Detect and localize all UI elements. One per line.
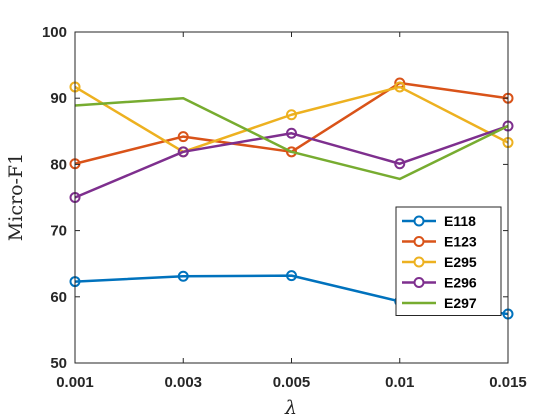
legend-item-e296: E296 — [402, 275, 477, 291]
x-tick-label: 0.015 — [489, 374, 527, 391]
y-axis-title: Micro-F1 — [5, 153, 27, 241]
data-point-e296 — [177, 146, 189, 158]
legend-label: E123 — [444, 234, 477, 250]
legend-label: E296 — [444, 275, 477, 291]
y-tick-label: 70 — [50, 223, 67, 240]
legend-item-e295: E295 — [402, 254, 477, 270]
legend-marker — [413, 256, 425, 268]
series-line-e297 — [74, 96, 509, 181]
data-point-e295 — [286, 109, 297, 121]
x-tick-label: 0.001 — [56, 374, 94, 391]
data-point-e296 — [394, 158, 406, 170]
y-tick-label: 60 — [50, 289, 67, 306]
legend-item-e123: E123 — [402, 234, 477, 250]
series-line-e295 — [74, 85, 509, 154]
y-tick-label: 80 — [50, 156, 67, 173]
data-point-e296 — [286, 127, 297, 139]
legend-item-e297: E297 — [402, 295, 477, 311]
legend-label: E297 — [444, 295, 477, 311]
legend-marker — [413, 277, 425, 288]
axis-layer: 50 60 70 80 90 100 0.001 0.003 0.005 0.01 0.015 — [42, 24, 527, 391]
y-tick-label: 90 — [50, 90, 67, 107]
y-tick-label: 50 — [50, 355, 67, 372]
data-point-e118 — [177, 270, 189, 282]
legend-marker — [413, 236, 425, 247]
y-tick-label: 100 — [42, 24, 67, 41]
legend: E118 E123 E295 E296 E297 — [395, 206, 502, 316]
data-point-e118 — [286, 270, 297, 282]
data-point-e295 — [394, 81, 406, 93]
x-tick-label: 0.005 — [273, 374, 311, 391]
legend-marker — [413, 215, 425, 227]
series-line-e296 — [74, 124, 509, 199]
x-axis-title: λ — [284, 397, 297, 419]
data-point-e123 — [177, 131, 189, 143]
series-e297 — [74, 96, 509, 181]
legend-item-e118: E118 — [402, 213, 476, 229]
legend-label: E118 — [444, 213, 476, 229]
x-tick-label: 0.003 — [164, 374, 202, 391]
x-tick-label: 0.01 — [385, 374, 414, 391]
legend-label: E295 — [444, 254, 477, 270]
